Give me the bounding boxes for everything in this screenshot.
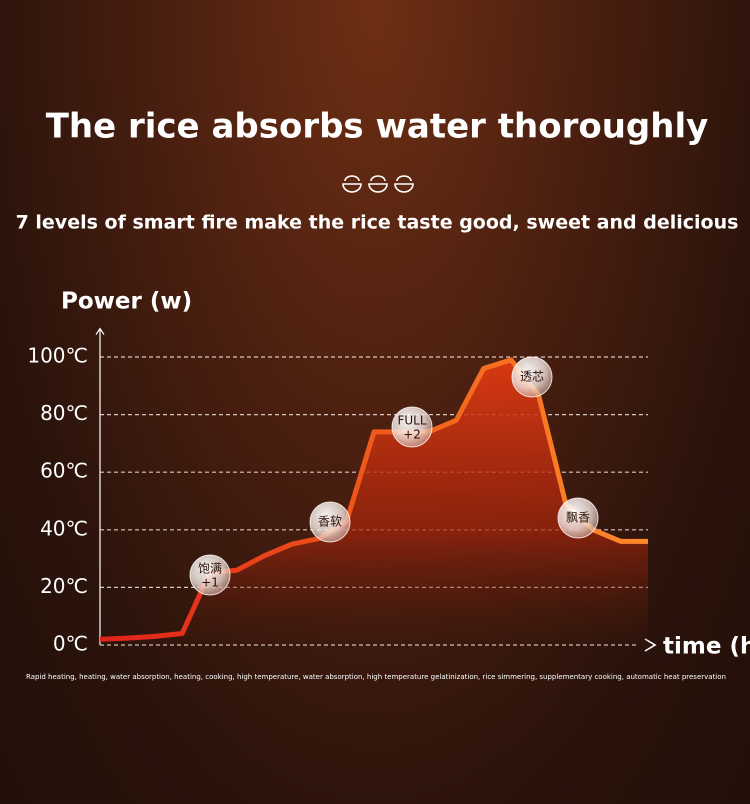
x-axis-label: time (h) [663, 634, 750, 660]
annotation-text: FULL [397, 414, 426, 428]
annotation-bubble: 香软 [309, 501, 351, 543]
y-axis-arrow [95, 327, 105, 335]
y-tick-label: 40℃ [40, 516, 88, 540]
line [99, 357, 648, 642]
annotation-text: 飘香 [566, 511, 590, 525]
y-tick-label: 0℃ [53, 632, 88, 656]
annotation-bubble: 饱满+1 [189, 554, 231, 596]
y-tick-label: 100℃ [27, 344, 88, 368]
bowl-icons [342, 175, 414, 193]
bubble [189, 554, 231, 596]
annotation-bubble: 透芯 [511, 356, 553, 398]
x-axis-arrow [644, 638, 657, 652]
annotation-bubble: 飘香 [557, 497, 599, 539]
annotation-text: +1 [201, 576, 219, 590]
y-tick-label: 60℃ [40, 459, 88, 483]
annotation-text: 饱满 [198, 561, 222, 576]
y-axis-label: Power (w) [61, 289, 192, 315]
annotation-text: 透芯 [520, 370, 544, 384]
bubble [391, 406, 433, 448]
annotation-text: 香软 [318, 515, 342, 529]
area-fill [100, 359, 648, 645]
bubble [511, 356, 553, 398]
y-tick-label: 80℃ [40, 401, 88, 425]
annotation-text: +2 [403, 428, 421, 442]
y-tick-label: 20℃ [40, 574, 88, 598]
subtitle: 7 levels of smart fire make the rice tas… [16, 212, 739, 234]
caption: Rapid heating, heating, water absorption… [26, 673, 726, 681]
bubble [557, 497, 599, 539]
title: The rice absorbs water thoroughly [46, 107, 709, 147]
bubble [309, 501, 351, 543]
annotation-bubble: FULL+2 [391, 406, 433, 448]
